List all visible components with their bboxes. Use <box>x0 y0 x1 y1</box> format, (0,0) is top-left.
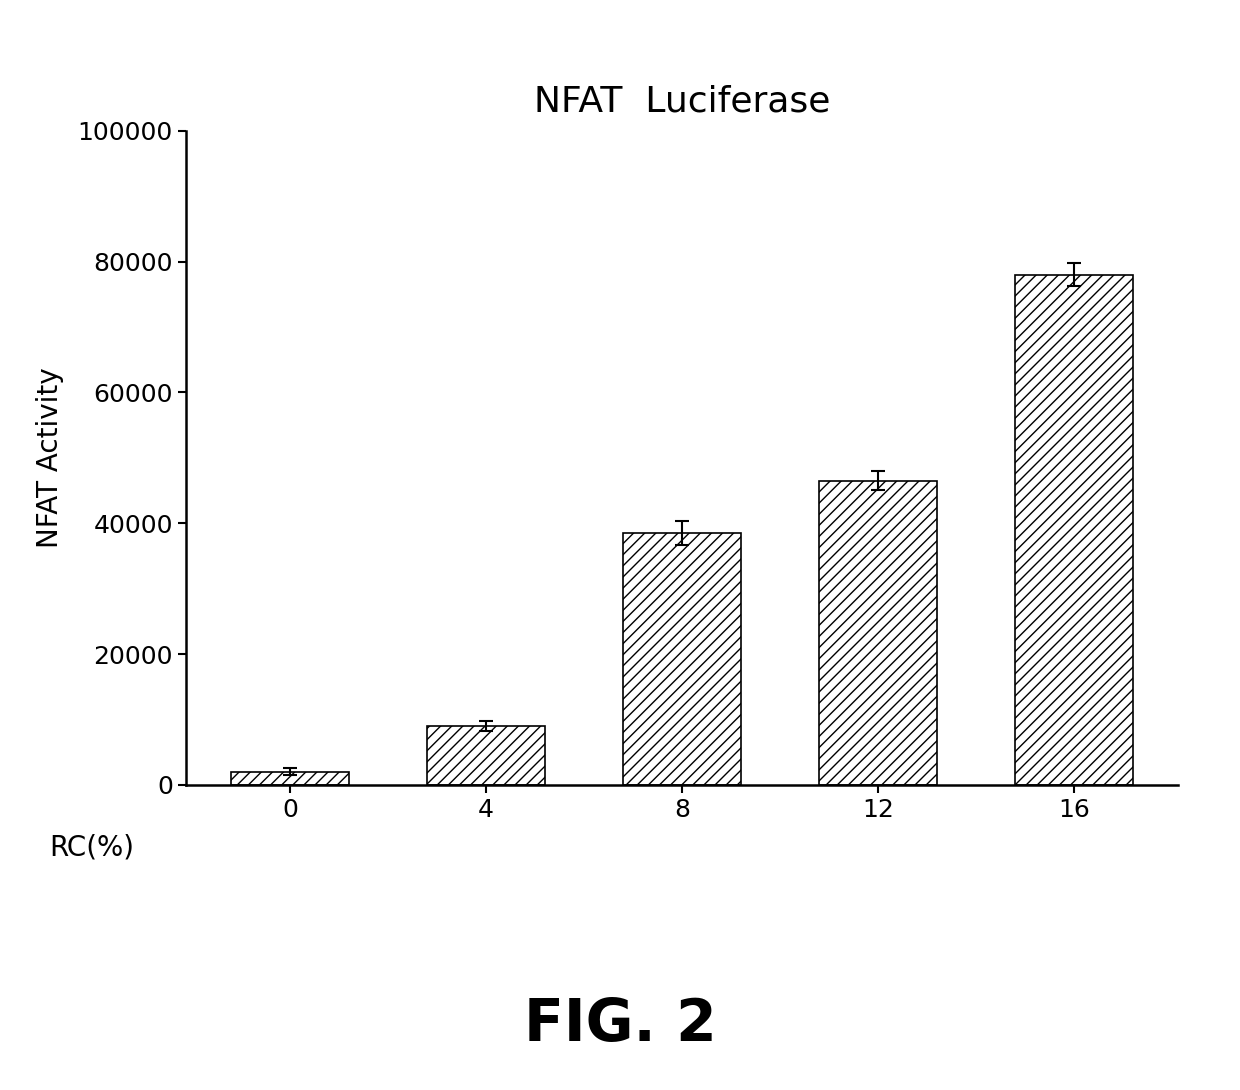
Bar <box>427 726 544 785</box>
Bar <box>624 533 740 785</box>
Text: FIG. 2: FIG. 2 <box>523 996 717 1053</box>
Bar <box>1016 275 1133 785</box>
Bar <box>820 481 937 785</box>
Bar <box>231 772 348 785</box>
Title: NFAT  Luciferase: NFAT Luciferase <box>533 84 831 119</box>
Text: RC(%): RC(%) <box>50 834 135 862</box>
Y-axis label: NFAT Activity: NFAT Activity <box>36 367 63 548</box>
